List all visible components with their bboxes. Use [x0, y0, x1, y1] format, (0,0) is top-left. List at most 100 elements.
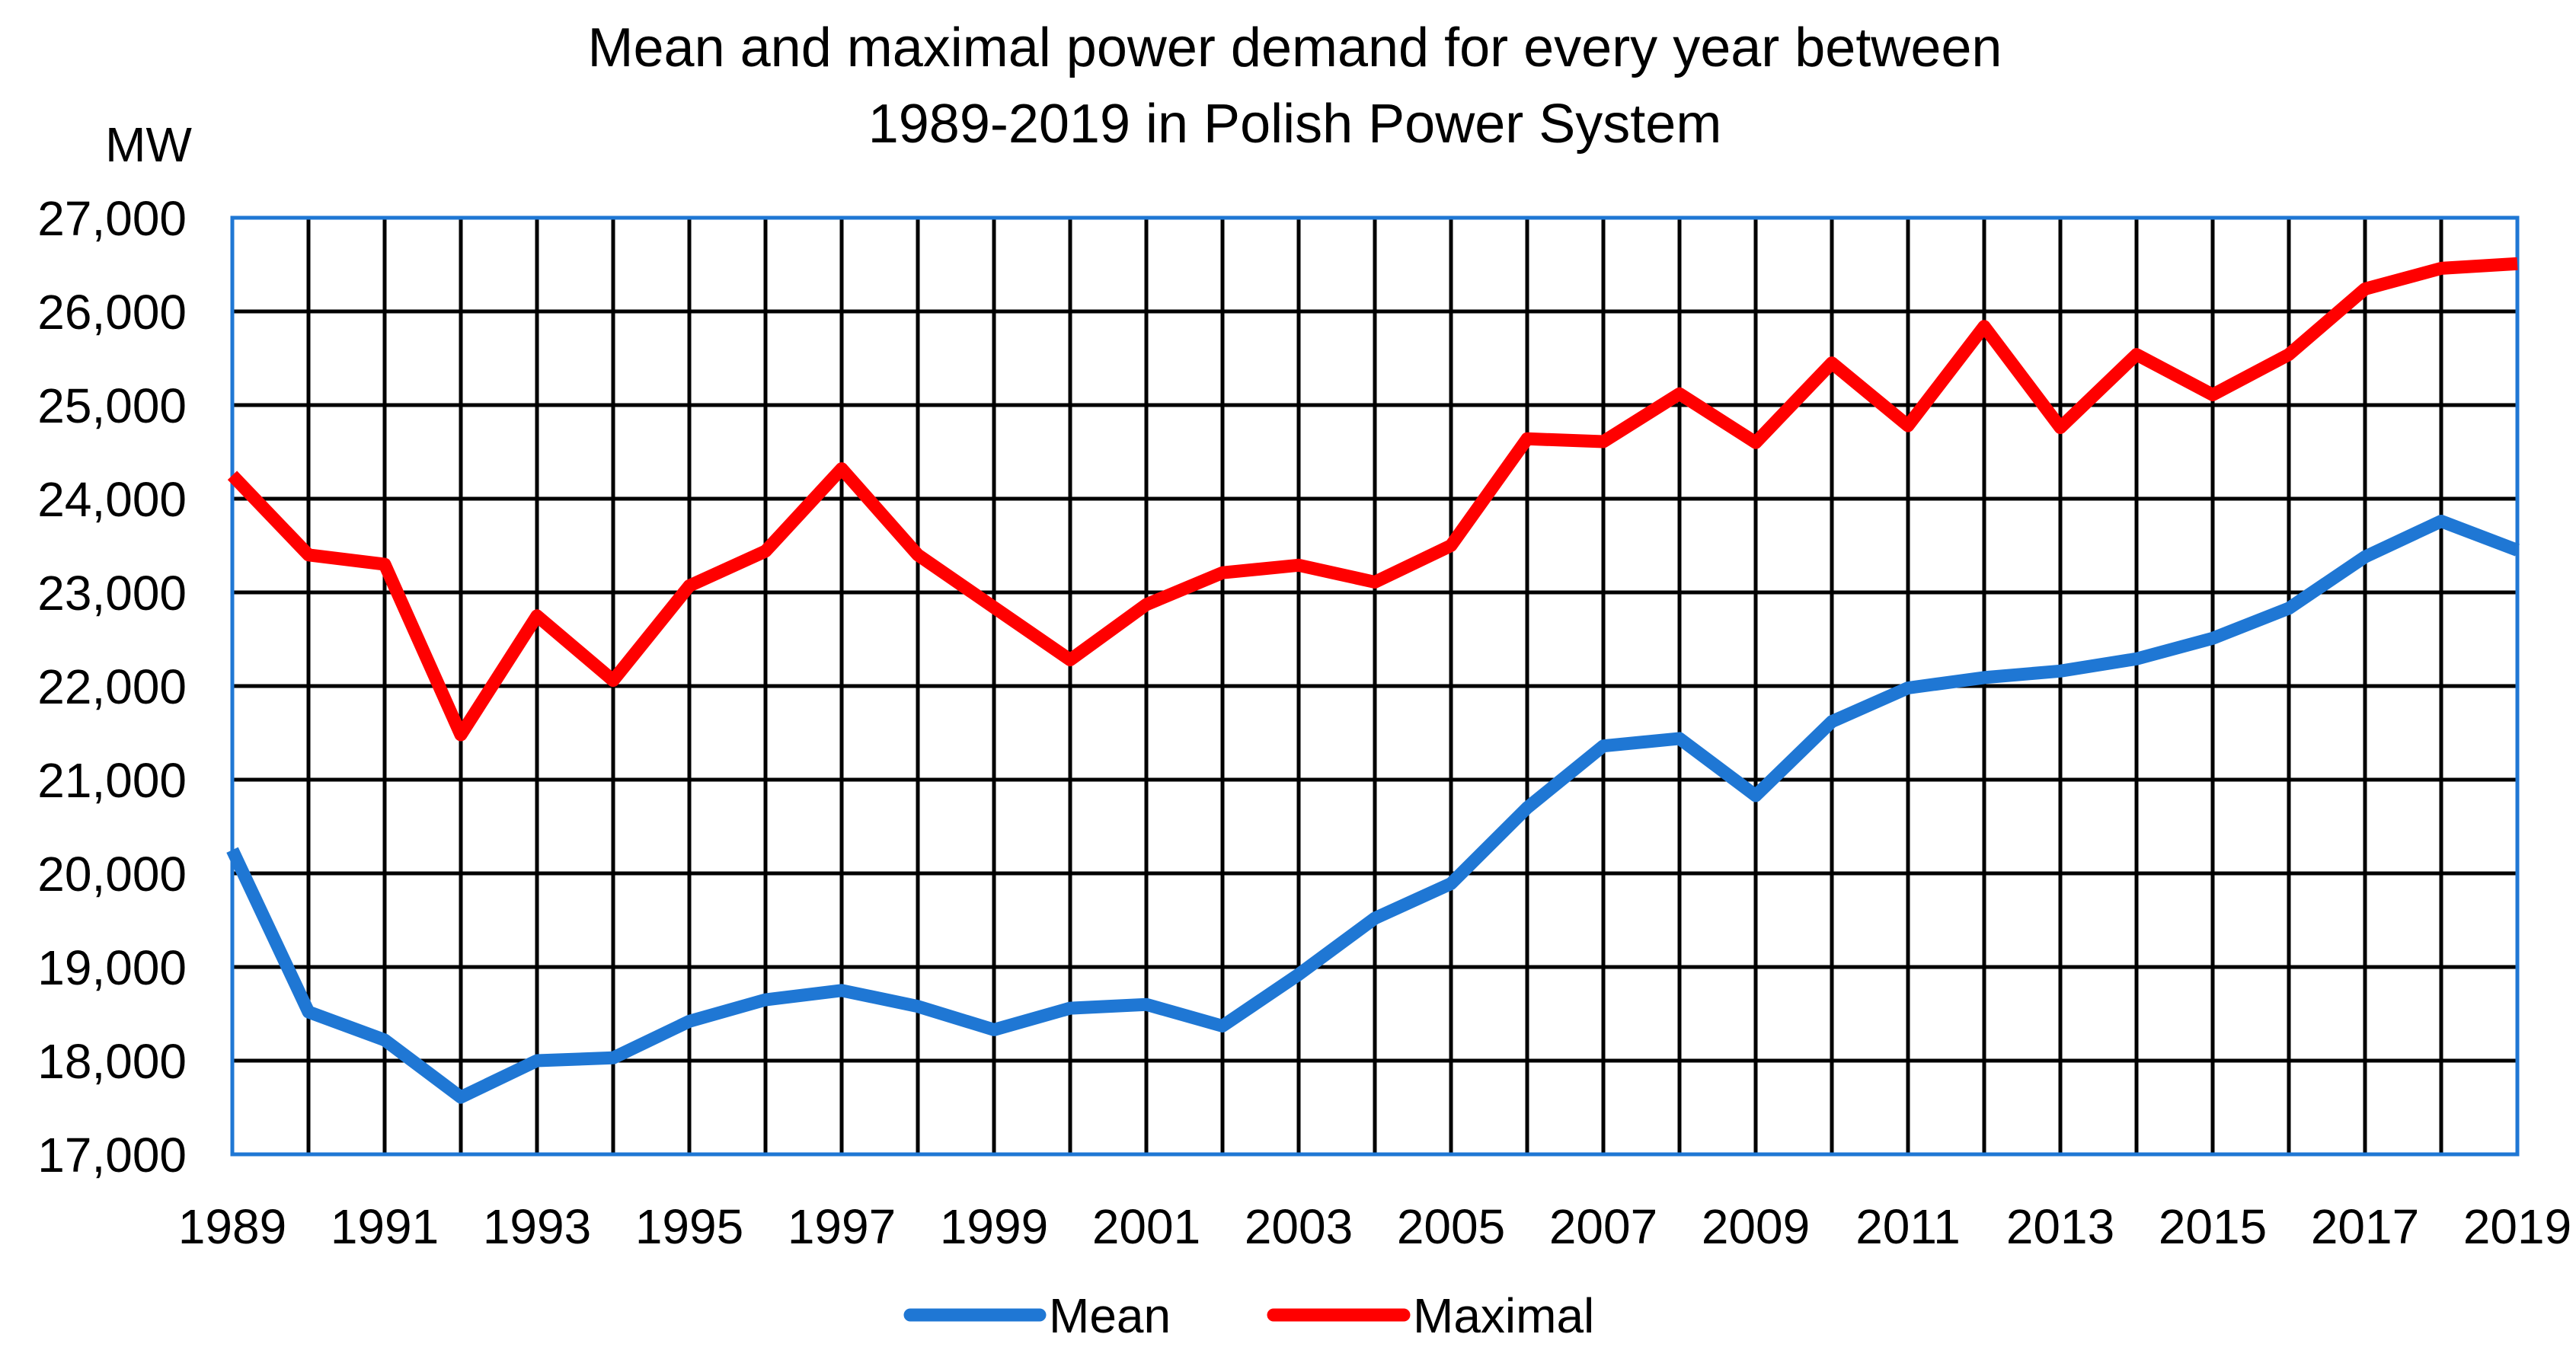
data-point-mean: [607, 1052, 619, 1064]
data-point-mean: [379, 1034, 391, 1046]
data-point-maximal: [2359, 282, 2371, 295]
x-tick-label: 2019: [2463, 1199, 2571, 1254]
series-line-mean: [226, 515, 2520, 1104]
data-point-maximal: [2283, 349, 2295, 361]
data-point-maximal: [2054, 422, 2066, 434]
x-tick-label: 2013: [2006, 1199, 2114, 1254]
data-point-maximal: [302, 549, 315, 561]
data-point-mean: [836, 985, 848, 997]
data-point-mean: [2283, 602, 2295, 614]
data-point-mean: [1216, 1020, 1229, 1032]
data-point-mean: [455, 1091, 467, 1103]
x-axis-tick-labels: 1989 1991 1993 1995 1997 1999 2001 2003 2005 2007…: [178, 1199, 2571, 1254]
data-point-maximal: [1445, 540, 1457, 552]
data-point-maximal: [1216, 566, 1229, 579]
data-point-maximal: [226, 469, 238, 481]
grid: [232, 218, 2517, 1154]
y-axis-tick-labels: 17,000 18,000 19,000 20,000 21,000 22,000 23,0…: [37, 191, 187, 1182]
data-point-maximal: [1902, 420, 1914, 432]
x-tick-label: 2009: [1702, 1199, 1810, 1254]
chart-title-line-2: 1989-2019 in Polish Power System: [868, 94, 1722, 155]
plot-border: [230, 215, 2520, 1157]
chart-title-line-1: Mean and maximal power demand for every …: [588, 18, 2002, 78]
x-tick-label: 2007: [1549, 1199, 1657, 1254]
x-tick-label: 2005: [1397, 1199, 1505, 1254]
data-point-maximal: [1750, 436, 1762, 448]
data-point-mean: [2207, 632, 2219, 644]
data-point-maximal: [1293, 559, 1305, 571]
y-tick-label: 26,000: [37, 285, 187, 340]
y-tick-label: 27,000: [37, 191, 187, 246]
data-point-maximal: [2511, 257, 2523, 270]
data-point-mean: [1445, 878, 1457, 890]
x-tick-label: 2003: [1245, 1199, 1353, 1254]
legend-label-maximal: Maximal: [1413, 1288, 1594, 1343]
data-point-mean: [912, 1001, 924, 1013]
data-point-maximal: [1978, 321, 1990, 333]
data-point-mean: [683, 1015, 695, 1027]
data-point-mean: [531, 1055, 543, 1067]
data-point-mean: [2511, 544, 2523, 557]
data-point-maximal: [379, 558, 391, 570]
data-point-maximal: [607, 675, 619, 687]
series-line-maximal: [227, 257, 2518, 742]
plot-frame: [230, 215, 2520, 1157]
data-point-mean: [1978, 672, 1990, 684]
data-point-maximal: [912, 549, 924, 561]
data-point-mean: [302, 1006, 315, 1018]
data-point-maximal: [1140, 598, 1152, 611]
x-tick-label: 2015: [2159, 1199, 2267, 1254]
data-point-maximal: [531, 610, 543, 622]
y-tick-label: 17,000: [37, 1128, 187, 1182]
data-point-mean: [226, 844, 238, 856]
data-point-mean: [1673, 732, 1686, 745]
data-point-maximal: [1826, 357, 1838, 369]
data-point-maximal: [836, 463, 848, 475]
y-tick-label: 20,000: [37, 847, 187, 902]
data-point-maximal: [2435, 262, 2447, 274]
data-point-mean: [1140, 998, 1152, 1010]
data-point-mean: [1521, 802, 1533, 814]
data-point-mean: [988, 1023, 1000, 1036]
y-tick-label: 19,000: [37, 940, 187, 995]
y-tick-label: 25,000: [37, 378, 187, 433]
y-tick-label: 23,000: [37, 566, 187, 621]
data-point-mean: [1826, 716, 1838, 728]
data-point-mean: [2359, 551, 2371, 563]
data-point-maximal: [759, 545, 772, 557]
data-point-mean: [1293, 969, 1305, 981]
y-tick-label: 24,000: [37, 472, 187, 527]
data-point-mean: [2130, 653, 2143, 665]
data-point-mean: [1750, 790, 1762, 802]
data-point-mean: [1597, 740, 1609, 752]
y-tick-label: 21,000: [37, 753, 187, 808]
data-point-mean: [1902, 681, 1914, 694]
data-point-maximal: [683, 579, 695, 592]
data-point-maximal: [1673, 388, 1686, 400]
x-tick-label: 1991: [331, 1199, 439, 1254]
data-point-maximal: [2130, 349, 2143, 361]
data-point-mean: [759, 994, 772, 1006]
data-point-maximal: [988, 602, 1000, 614]
x-tick-label: 1989: [178, 1199, 286, 1254]
data-point-mean: [2435, 515, 2447, 528]
data-point-maximal: [1369, 576, 1381, 588]
legend-label-mean: Mean: [1049, 1288, 1171, 1343]
x-tick-label: 2017: [2311, 1199, 2419, 1254]
x-tick-label: 2001: [1092, 1199, 1200, 1254]
data-point-maximal: [1064, 654, 1076, 666]
legend: Mean Maximal: [903, 1288, 1594, 1343]
y-tick-label: 18,000: [37, 1034, 187, 1089]
data-point-maximal: [2207, 388, 2219, 401]
x-tick-label: 1997: [788, 1199, 896, 1254]
x-tick-label: 1995: [635, 1199, 743, 1254]
x-tick-label: 1999: [940, 1199, 1048, 1254]
y-axis-unit-label: MW: [105, 117, 192, 172]
data-point-mean: [1064, 1002, 1076, 1014]
data-point-maximal: [455, 729, 467, 741]
series-lines: [226, 257, 2523, 1104]
data-point-mean: [2054, 665, 2066, 677]
data-point-mean: [1369, 912, 1381, 924]
